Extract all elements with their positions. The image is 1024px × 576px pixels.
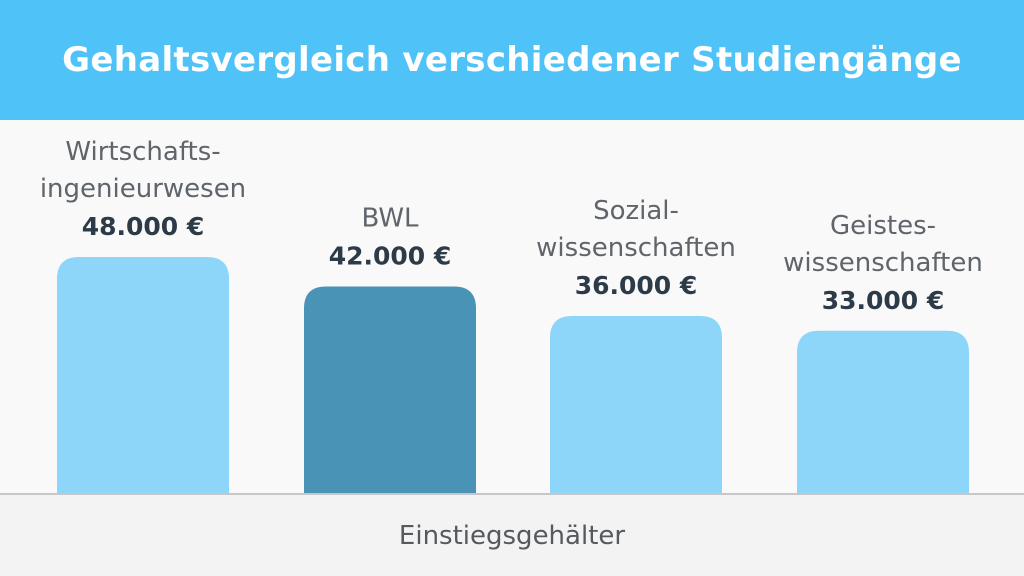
category-label: Sozial- [593,196,679,226]
category-label: wissenschaften [536,233,736,263]
bar [57,257,229,493]
category-label: ingenieurwesen [40,174,246,204]
data-label: 48.000 € [82,212,205,241]
bar [550,316,722,493]
bar [304,286,476,493]
chart-footer: Einstiegsgehälter [0,495,1024,576]
x-axis-line [0,493,1024,495]
bar [797,330,969,493]
x-axis-label: Einstiegsgehälter [398,520,626,551]
data-label: 42.000 € [329,242,452,271]
category-label: wissenschaften [783,248,983,278]
category-label: Wirtschafts- [65,137,220,167]
chart-title: Gehaltsvergleich verschiedener Studiengä… [62,40,962,80]
chart-header: Gehaltsvergleich verschiedener Studiengä… [0,0,1024,120]
bar-chart: 48.000 € Wirtschafts-ingenieurwesen 42.000… [0,137,1024,495]
category-label: Geistes- [830,211,936,241]
data-label: 33.000 € [822,286,945,315]
data-label: 36.000 € [575,271,698,300]
category-label: BWL [361,204,419,234]
